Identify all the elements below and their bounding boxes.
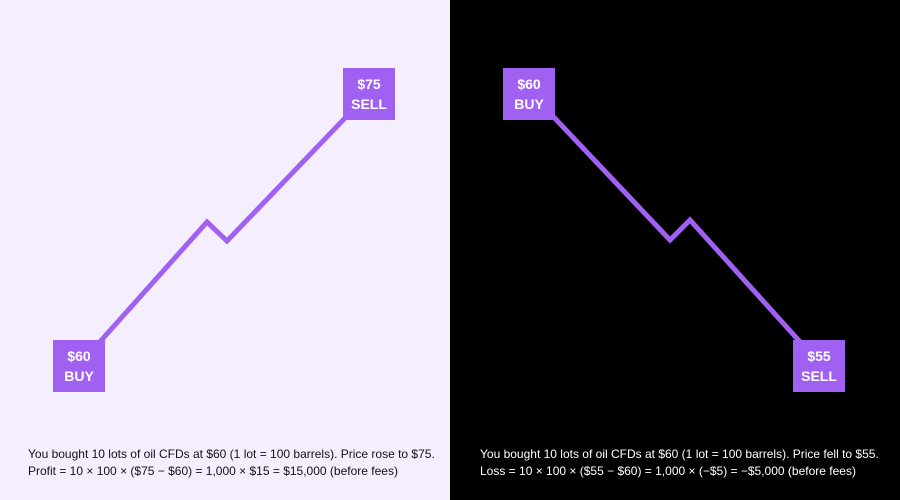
loss-sell-price: $55 [807, 348, 831, 364]
profit-sell-price: $75 [357, 76, 381, 92]
profit-price-line [78, 90, 372, 366]
loss-caption: You bought 10 lots of oil CFDs at $60 (1… [480, 446, 879, 480]
profit-panel: $60 BUY $75 SELL You bought 10 lots of o… [0, 0, 450, 500]
loss-price-line [528, 90, 822, 366]
profit-sell-label: SELL [351, 96, 387, 112]
loss-buy-tag: $60 BUY [503, 68, 555, 120]
profit-buy-price: $60 [67, 348, 91, 364]
loss-caption-line1: You bought 10 lots of oil CFDs at $60 (1… [480, 447, 879, 461]
loss-price-path-canvas [528, 90, 822, 366]
profit-caption-line1: You bought 10 lots of oil CFDs at $60 (1… [28, 447, 435, 461]
profit-sell-tag: $75 SELL [343, 68, 395, 120]
loss-caption-line2: Loss = 10 × 100 × ($55 − $60) = 1,000 × … [480, 464, 856, 478]
profit-buy-tag: $60 BUY [53, 340, 105, 392]
loss-buy-label: BUY [514, 96, 544, 112]
loss-sell-label: SELL [801, 368, 837, 384]
profit-caption-line2: Profit = 10 × 100 × ($75 − $60) = 1,000 … [28, 464, 398, 478]
profit-price-path-canvas [78, 90, 372, 366]
profit-buy-label: BUY [64, 368, 94, 384]
loss-sell-tag: $55 SELL [793, 340, 845, 392]
loss-buy-price: $60 [517, 76, 541, 92]
profit-caption: You bought 10 lots of oil CFDs at $60 (1… [28, 446, 435, 480]
loss-panel: $60 BUY $55 SELL You bought 10 lots of o… [450, 0, 900, 500]
